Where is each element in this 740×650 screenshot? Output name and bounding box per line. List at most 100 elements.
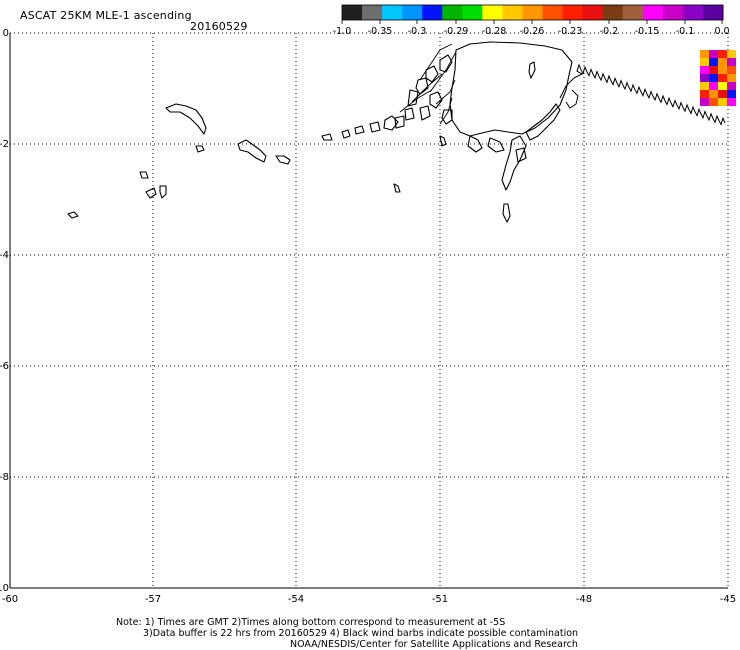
wind-cell bbox=[727, 50, 736, 58]
colorbar-swatch bbox=[462, 5, 483, 20]
map-title: ASCAT 25KM MLE-1 ascending bbox=[20, 9, 192, 22]
colorbar-swatch bbox=[702, 5, 724, 20]
northeast-coastline bbox=[559, 63, 726, 126]
coastline-segment bbox=[487, 137, 505, 153]
colorbar-label: -1.0 bbox=[333, 26, 352, 37]
note-line-3: NOAA/NESDIS/Center for Satellite Applica… bbox=[290, 639, 578, 650]
delta-channel bbox=[411, 73, 443, 103]
colorbar-swatch bbox=[422, 5, 443, 20]
wind-data-cells bbox=[700, 50, 736, 106]
coastline-segment bbox=[341, 129, 351, 139]
colorbar-swatch bbox=[602, 5, 624, 20]
wind-cell bbox=[700, 90, 709, 98]
colorbar-swatch bbox=[642, 5, 664, 20]
coastline-segment bbox=[419, 105, 431, 121]
delta-channel bbox=[439, 97, 453, 125]
y-axis-ticks: 0 -2 -4 -6 -8 -10 bbox=[0, 28, 9, 594]
wind-cell bbox=[709, 98, 718, 106]
delta-channel bbox=[435, 79, 456, 105]
wind-cell bbox=[727, 74, 736, 82]
coastline-segment bbox=[429, 91, 443, 109]
x-tick-label: -45 bbox=[720, 594, 736, 605]
wind-cell bbox=[718, 50, 727, 58]
colorbar-swatch bbox=[562, 5, 584, 20]
coastline-segment bbox=[165, 103, 207, 135]
wind-cell bbox=[700, 98, 709, 106]
colorbar-label: -0.1 bbox=[676, 26, 695, 37]
graticule-grid bbox=[10, 32, 729, 588]
coastline-segment bbox=[502, 203, 511, 223]
wind-cell bbox=[700, 50, 709, 58]
x-axis-ticks: -60 -57 -54 -51 -48 -45 bbox=[2, 594, 736, 605]
colorbar-swatch bbox=[342, 5, 363, 20]
wind-cell bbox=[700, 58, 709, 66]
coastline-segment bbox=[195, 145, 205, 153]
coastline-segment bbox=[354, 125, 365, 135]
colorbar-label: -0.3 bbox=[408, 26, 427, 37]
coastline-segment bbox=[275, 155, 291, 165]
coastline-segment bbox=[159, 185, 167, 199]
coastline-segment bbox=[441, 109, 453, 125]
coastline-segment bbox=[407, 89, 419, 107]
x-tick-label: -48 bbox=[576, 594, 592, 605]
coastline-segment bbox=[501, 135, 527, 191]
delta-channel bbox=[419, 43, 453, 81]
colorbar-label: -0.28 bbox=[482, 26, 507, 37]
colorbar-swatch bbox=[482, 5, 503, 20]
delta-channel bbox=[399, 89, 433, 113]
wind-cell bbox=[727, 82, 736, 90]
colorbar-label: -0.15 bbox=[635, 26, 660, 37]
coastline-segment bbox=[393, 183, 401, 193]
colorbar-swatch bbox=[622, 5, 644, 20]
wind-cell bbox=[718, 90, 727, 98]
coastline-segment bbox=[321, 133, 333, 141]
colorbar-label: -0.26 bbox=[520, 26, 545, 37]
colorbar-label: -0.23 bbox=[558, 26, 583, 37]
wind-cell bbox=[700, 82, 709, 90]
colorbar-swatch bbox=[682, 5, 704, 20]
wind-cell bbox=[718, 58, 727, 66]
coastline-segment bbox=[67, 211, 79, 219]
y-tick-label: -2 bbox=[0, 139, 9, 150]
coastline-segment bbox=[145, 187, 157, 199]
coastline-segment bbox=[449, 41, 573, 137]
colorbar-swatch bbox=[442, 5, 463, 20]
coastline-segment bbox=[237, 139, 267, 163]
colorbar-swatch bbox=[402, 5, 423, 20]
wind-cell bbox=[727, 58, 736, 66]
coastline-segment bbox=[528, 61, 536, 79]
coastline-segment bbox=[439, 135, 447, 147]
coastline-segment bbox=[394, 115, 405, 129]
coastline-bay bbox=[565, 89, 579, 109]
coastline-segment bbox=[404, 107, 415, 121]
colorbar-label: -0.29 bbox=[444, 26, 469, 37]
coastline-segment bbox=[525, 103, 561, 141]
wind-cell bbox=[718, 74, 727, 82]
delta-channel bbox=[429, 51, 457, 93]
wind-cell bbox=[718, 66, 727, 74]
coastline-segment bbox=[415, 77, 429, 95]
coastline-segment bbox=[439, 54, 453, 73]
wind-cell bbox=[727, 66, 736, 74]
colorbar-label: 0.0 bbox=[714, 26, 729, 37]
coastline-segment bbox=[425, 65, 439, 83]
coastline bbox=[67, 41, 726, 223]
wind-cell bbox=[700, 74, 709, 82]
colorbar-swatch bbox=[362, 5, 383, 20]
coastline-segment bbox=[467, 135, 483, 153]
colorbar-swatch bbox=[582, 5, 604, 20]
note-line-1: Note: 1) Times are GMT 2)Times along bot… bbox=[116, 617, 506, 628]
colorbar-swatch bbox=[662, 5, 684, 20]
wind-cell bbox=[718, 98, 727, 106]
x-tick-label: -51 bbox=[432, 594, 448, 605]
note-line-2: 3)Data buffer is 22 hrs from 20160529 4)… bbox=[143, 628, 579, 639]
y-tick-label: 0 bbox=[3, 28, 9, 39]
coastline-segment bbox=[369, 121, 381, 133]
wind-cell bbox=[718, 82, 727, 90]
map-date: 20160529 bbox=[190, 20, 248, 33]
colorbar-swatch bbox=[382, 5, 403, 20]
wind-cell bbox=[700, 66, 709, 74]
y-tick-label: -6 bbox=[0, 361, 9, 372]
